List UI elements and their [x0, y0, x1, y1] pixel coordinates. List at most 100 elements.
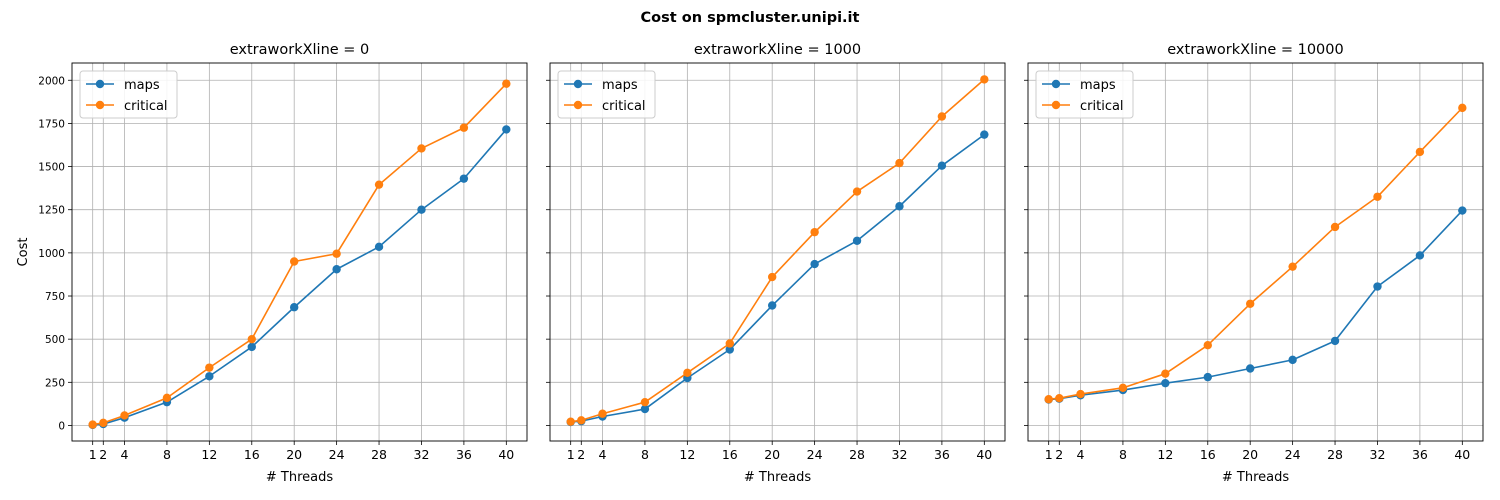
- panel-title: extraworkXline = 1000: [694, 42, 861, 58]
- data-point-critical: [725, 339, 734, 348]
- data-point-maps: [289, 303, 299, 312]
- data-point-critical: [502, 79, 511, 88]
- x-tick-label: 2: [577, 447, 585, 462]
- data-point-critical: [1373, 192, 1382, 201]
- legend-label-critical: critical: [602, 99, 646, 114]
- data-point-maps: [1330, 336, 1340, 346]
- data-point-maps: [895, 202, 904, 211]
- data-point-maps: [1161, 378, 1170, 388]
- y-tick-label: 500: [45, 334, 65, 346]
- data-point-critical: [683, 368, 692, 378]
- data-point-critical: [374, 180, 384, 189]
- x-axis-label: # Threads: [1222, 470, 1289, 485]
- plot-area: [1028, 63, 1483, 441]
- x-tick-label: 36: [456, 447, 472, 462]
- x-tick-label: 8: [641, 447, 649, 462]
- data-point-maps: [767, 301, 777, 310]
- data-point-critical: [417, 144, 426, 153]
- plot-area: [72, 63, 527, 441]
- y-axis-label: Cost: [16, 238, 31, 267]
- data-point-maps: [1458, 206, 1467, 215]
- data-point-critical: [120, 411, 129, 420]
- x-tick-label: 40: [498, 447, 514, 462]
- plot-area: [550, 63, 1005, 441]
- data-point-maps: [1415, 251, 1425, 260]
- x-tick-label: 12: [201, 447, 217, 462]
- data-point-critical: [852, 187, 862, 196]
- legend-marker-critical: [573, 100, 583, 110]
- legend-label-maps: maps: [1080, 78, 1116, 93]
- x-tick-label: 36: [934, 447, 950, 462]
- legend-marker-maps: [573, 79, 583, 89]
- data-point-maps: [374, 242, 384, 252]
- x-tick-label: 40: [1454, 447, 1470, 462]
- x-tick-label: 40: [976, 447, 992, 462]
- data-point-critical: [1245, 299, 1255, 308]
- legend-marker-maps: [95, 79, 105, 89]
- data-point-critical: [1044, 395, 1053, 404]
- data-point-critical: [810, 227, 819, 237]
- y-tick-label: 1250: [38, 205, 65, 217]
- x-tick-label: 2: [1055, 447, 1063, 462]
- x-tick-label: 24: [329, 447, 345, 462]
- x-tick-label: 8: [163, 447, 171, 462]
- x-tick-label: 8: [1119, 447, 1127, 462]
- x-tick-label: 24: [1285, 447, 1301, 462]
- x-tick-label: 28: [1327, 447, 1343, 462]
- x-axis-label: # Threads: [744, 470, 811, 485]
- x-tick-label: 20: [1242, 447, 1258, 462]
- legend-marker-maps: [1051, 79, 1061, 89]
- x-tick-label: 32: [892, 447, 908, 462]
- data-point-critical: [937, 112, 947, 121]
- legend-box: [79, 70, 178, 119]
- legend-box: [557, 70, 656, 119]
- data-point-critical: [1288, 262, 1297, 271]
- x-tick-label: 16: [722, 447, 738, 462]
- data-point-critical: [459, 123, 469, 132]
- y-tick-label: 1000: [38, 248, 65, 260]
- data-point-critical: [1203, 341, 1212, 350]
- x-tick-label: 32: [1370, 447, 1386, 462]
- x-tick-label: 12: [1157, 447, 1173, 462]
- data-point-maps: [1203, 372, 1212, 382]
- legend-label-maps: maps: [602, 78, 638, 93]
- x-tick-label: 20: [286, 447, 302, 462]
- x-tick-label: 24: [807, 447, 823, 462]
- figure-suptitle: Cost on spmcluster.unipi.it: [641, 10, 860, 26]
- y-tick-label: 750: [45, 291, 65, 303]
- data-point-maps: [1373, 282, 1382, 291]
- data-point-critical: [99, 418, 108, 428]
- data-point-maps: [810, 259, 819, 269]
- data-point-maps: [852, 236, 862, 245]
- data-point-critical: [1076, 389, 1085, 399]
- data-point-critical: [289, 257, 299, 266]
- data-point-maps: [417, 205, 426, 214]
- x-tick-label: 2: [99, 447, 107, 462]
- data-point-critical: [205, 363, 214, 372]
- x-tick-label: 20: [764, 447, 780, 462]
- data-point-critical: [980, 75, 989, 84]
- data-point-maps: [640, 404, 650, 414]
- data-point-critical: [247, 334, 256, 344]
- y-tick-label: 0: [58, 420, 65, 432]
- data-point-critical: [767, 272, 777, 282]
- data-point-critical: [88, 420, 97, 429]
- data-point-critical: [1330, 222, 1340, 232]
- data-point-critical: [332, 249, 341, 258]
- data-point-critical: [1161, 369, 1170, 378]
- x-tick-label: 12: [679, 447, 695, 462]
- x-tick-label: 16: [244, 447, 260, 462]
- legend-box: [1035, 70, 1134, 119]
- x-tick-label: 36: [1412, 447, 1428, 462]
- data-point-maps: [1245, 364, 1255, 373]
- legend-marker-critical: [95, 100, 105, 110]
- x-tick-label: 16: [1200, 447, 1216, 462]
- x-tick-label: 32: [414, 447, 430, 462]
- plot-frame: [71, 62, 528, 442]
- data-point-critical: [1415, 147, 1425, 157]
- plot-frame: [1027, 62, 1484, 442]
- data-point-maps: [980, 130, 989, 139]
